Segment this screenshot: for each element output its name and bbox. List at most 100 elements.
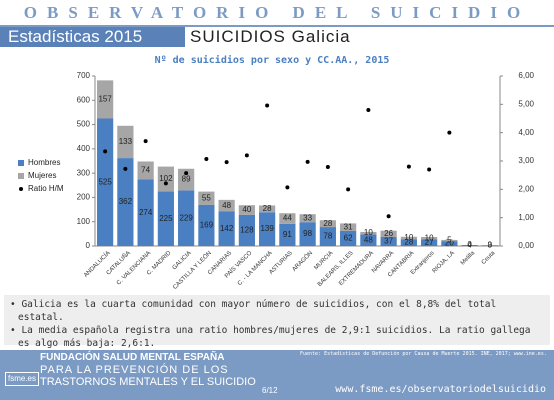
y-tick-label: 300 — [77, 168, 91, 177]
y-tick-label: 600 — [77, 95, 91, 104]
ratio-dot — [305, 159, 310, 164]
legend-label: Mujeres — [28, 171, 56, 180]
value-label: 37 — [384, 237, 393, 246]
bar — [421, 239, 438, 246]
org-line: PARA LA PREVENCIÓN DE LOS — [40, 364, 229, 376]
bar — [400, 239, 417, 246]
source: Fuente: Estadísticas de Defunción por Ca… — [300, 351, 547, 357]
bar — [117, 158, 134, 246]
url: www.fsme.es/observatoriodelsuicidio — [335, 384, 546, 395]
bar — [137, 161, 154, 180]
org: FUNDACIÓN SALUD MENTAL ESPAÑA — [40, 352, 225, 363]
ratio-dot — [184, 171, 189, 176]
value-label: 102 — [159, 174, 173, 183]
bar — [157, 191, 174, 246]
value-label: 362 — [119, 197, 133, 206]
legend-swatch — [18, 173, 24, 179]
y2-tick-label: 4,00 — [518, 128, 534, 137]
value-label: 98 — [303, 229, 312, 238]
bar — [157, 166, 174, 192]
value-label: 40 — [242, 205, 251, 214]
legend-label: Ratio H/M — [28, 184, 64, 193]
value-label: 133 — [119, 137, 133, 146]
logo: fsme.es — [5, 372, 39, 386]
bar — [238, 214, 255, 246]
value-label: 62 — [344, 234, 353, 243]
value-label: 31 — [344, 222, 353, 231]
ratio-dot — [427, 167, 432, 172]
ratio-dot — [204, 157, 209, 162]
banner: OBSERVATORIO DEL SUICIDIO — [0, 0, 554, 27]
bar — [299, 222, 316, 246]
bar — [97, 80, 114, 119]
value-label: 0 — [467, 240, 472, 249]
value-label: 44 — [283, 214, 292, 223]
bar — [360, 234, 377, 246]
bar — [97, 118, 114, 246]
page-title: SUICIDIOS Galicia — [190, 27, 351, 46]
bar — [299, 214, 316, 223]
value-label: 0 — [488, 240, 493, 249]
x-tick-label: ARAGÓN — [291, 250, 314, 273]
ratio-dot — [346, 187, 351, 192]
ratio-dot — [123, 166, 128, 171]
bar — [380, 230, 397, 238]
bar — [279, 213, 296, 224]
value-label: 28 — [404, 238, 413, 247]
ratio-dot — [406, 164, 411, 169]
chart: Nº de suicidios por sexo y CC.AA., 2015 … — [18, 54, 535, 291]
bar — [178, 168, 195, 191]
value-label: 169 — [200, 221, 214, 230]
value-label: 89 — [182, 175, 191, 184]
org-line: TRASTORNOS MENTALES Y EL SUICIDIO — [40, 376, 256, 388]
note: • Galicia es la cuarta comunidad con may… — [10, 299, 497, 323]
value-label: 48 — [364, 235, 373, 244]
bar — [259, 212, 276, 246]
y-tick-label: 100 — [77, 217, 91, 226]
bar — [380, 237, 397, 246]
bar — [319, 227, 336, 246]
x-tick-label: Melilla — [460, 250, 477, 267]
legend-label: Hombres — [28, 158, 60, 167]
ratio-dot — [163, 181, 168, 186]
value-label: 139 — [260, 224, 274, 233]
x-tick-label: Ceuta — [481, 250, 497, 266]
y-tick-label: 400 — [77, 144, 91, 153]
ratio-dot — [447, 130, 452, 135]
x-tick-label: CASTILLA Y LEÓN — [172, 250, 213, 291]
x-tick-label: BALEARS, ILLES — [317, 250, 355, 288]
value-label: 20 — [445, 239, 454, 248]
bar — [461, 245, 478, 246]
y2-tick-label: 3,00 — [518, 156, 534, 165]
bar — [441, 239, 458, 242]
bar — [178, 190, 195, 246]
bar — [400, 236, 417, 240]
ratio-dot — [265, 103, 270, 108]
value-label: 91 — [283, 230, 292, 239]
value-label: 142 — [220, 224, 234, 233]
value-label: 525 — [98, 177, 112, 186]
value-label: 229 — [179, 213, 193, 222]
notes: • Galicia es la cuarta comunidad con may… — [4, 295, 550, 349]
value-label: 28 — [323, 219, 332, 228]
y2-tick-label: 5,00 — [518, 99, 534, 108]
note-text: Galicia es la cuarta comunidad con mayor… — [18, 299, 497, 323]
bar — [218, 199, 235, 212]
value-label: 78 — [323, 232, 332, 241]
ratio-dot — [143, 139, 148, 144]
ratio-dot — [244, 153, 249, 158]
bar — [218, 211, 235, 246]
bar — [279, 223, 296, 246]
y2-tick-label: 6,00 — [518, 71, 534, 80]
bar — [259, 205, 276, 213]
ratio-dot — [386, 214, 391, 219]
value-label: 26 — [384, 229, 393, 238]
page-number: 6/12 — [262, 386, 278, 395]
value-label: 4 — [467, 241, 472, 250]
y-tick-label: 0 — [86, 241, 91, 250]
value-label: 3 — [488, 241, 493, 250]
value-label: 55 — [202, 193, 211, 202]
bar — [360, 231, 377, 235]
bar — [137, 179, 154, 246]
